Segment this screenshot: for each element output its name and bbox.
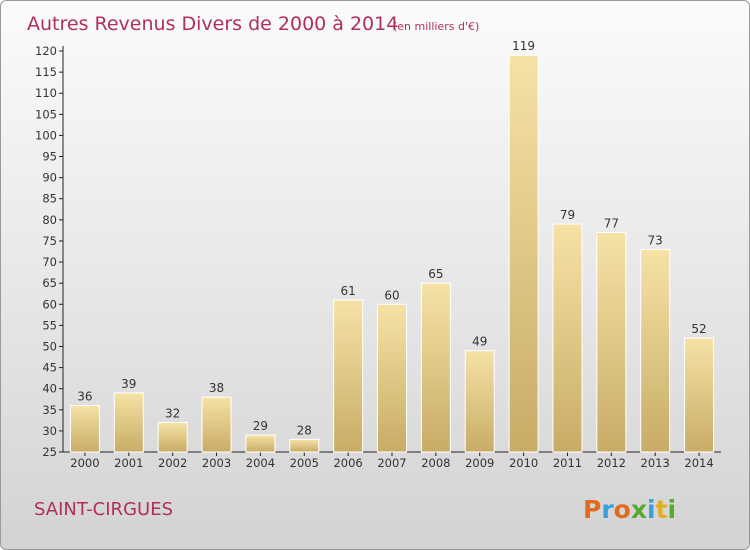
y-tick-label: 25 [42,445,57,459]
x-tick-label: 2001 [114,456,143,470]
chart-subtitle: (en milliers d'€) [393,20,479,33]
bar [157,421,188,453]
value-label: 60 [384,288,399,302]
x-tick-label: 2002 [158,456,187,470]
y-tick-label: 85 [42,192,57,206]
value-label: 73 [648,233,663,247]
brand-letter: o [614,495,631,524]
y-tick-label: 100 [35,128,57,142]
x-tick-label: 2000 [70,456,99,470]
bar [201,396,232,453]
y-tick-label: 70 [42,255,57,269]
y-tick-label: 35 [42,403,57,417]
bar [684,337,715,453]
brand-letter: t [656,495,668,524]
value-label: 79 [560,208,575,222]
bar [113,392,144,453]
brand-letter: x [631,495,647,524]
bar [333,299,364,453]
x-tick-label: 2009 [465,456,494,470]
brand-logo: Proxiti [583,495,676,524]
bars [69,54,715,453]
y-tick-label: 30 [42,424,57,438]
place-name: SAINT-CIRGUES [34,499,173,520]
y-tick-label: 55 [42,318,57,332]
value-label: 39 [121,377,136,391]
value-label: 61 [340,284,355,298]
value-label: 28 [297,423,312,437]
bar [69,405,100,453]
x-tick-label: 2006 [333,456,362,470]
bar [289,438,320,453]
value-label: 38 [209,381,224,395]
x-tick-label: 2003 [202,456,231,470]
x-tick-label: 2007 [377,456,406,470]
brand-letter: P [583,495,601,524]
bar [596,232,627,453]
y-tick-label: 115 [35,65,57,79]
x-tick-label: 2012 [597,456,626,470]
bar [377,303,407,453]
y-tick-label: 40 [42,382,57,396]
y-tick-label: 80 [42,213,57,227]
x-tick-label: 2013 [641,456,670,470]
chart-title: Autres Revenus Divers de 2000 à 2014 [27,13,398,35]
brand-letter: i [647,495,656,524]
x-tick-label: 2011 [553,456,582,470]
y-tick-label: 45 [42,361,57,375]
value-label: 119 [512,39,535,53]
y-tick-label: 95 [42,150,57,164]
x-tick-label: 2014 [684,456,713,470]
bar [508,54,539,453]
x-tick-label: 2004 [246,456,275,470]
y-tick-label: 60 [42,297,57,311]
bar [552,223,583,453]
bar [640,248,671,453]
x-tick-label: 2005 [290,456,319,470]
x-tick-label: 2010 [509,456,538,470]
y-tick-label: 120 [35,44,57,58]
bar [245,434,276,453]
value-label: 32 [165,406,180,420]
value-labels: 36 39 32 38 29 28 61 60 65 49 119 79 77 73 52 [77,39,706,437]
bar [420,282,451,453]
y-tick-label: 75 [42,234,57,248]
x-tick-label: 2008 [421,456,450,470]
y-tick-label: 90 [42,171,57,185]
value-label: 65 [428,267,443,281]
axes: 25 30 35 40 45 50 55 60 65 70 75 80 85 90 95 100 105 110 1… [35,44,721,470]
y-tick-label: 65 [42,276,57,290]
y-tick-label: 105 [35,107,57,121]
value-label: 52 [691,322,706,336]
value-label: 29 [253,419,268,433]
brand-letter: r [601,495,614,524]
value-label: 36 [77,390,92,404]
y-tick-label: 110 [35,86,57,100]
value-label: 49 [472,335,487,349]
brand-letter: i [668,495,677,524]
value-label: 77 [604,217,619,231]
bar [464,350,495,453]
y-tick-label: 50 [42,339,57,353]
